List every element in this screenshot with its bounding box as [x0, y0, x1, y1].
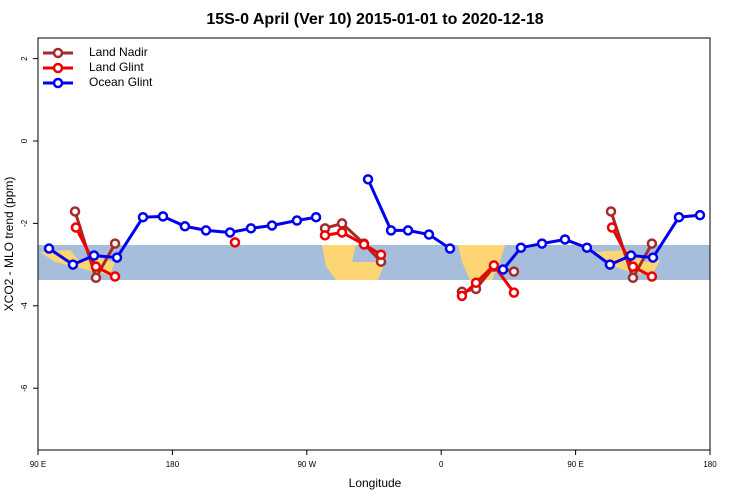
- point: [673, 211, 685, 223]
- point: [137, 211, 149, 223]
- point: [488, 260, 500, 271]
- point: [627, 272, 639, 284]
- y-axis-label: XCO2 - MLO trend (ppm): [2, 177, 16, 312]
- legend-label: Ocean Glint: [89, 75, 153, 89]
- point: [90, 261, 102, 272]
- point: [470, 277, 482, 288]
- plot-frame: [37, 37, 711, 451]
- point: [266, 220, 278, 231]
- point: [319, 230, 331, 241]
- point: [508, 287, 520, 298]
- point: [694, 209, 706, 221]
- point: [604, 259, 616, 270]
- x-tick-label: 180: [166, 460, 180, 469]
- point: [605, 206, 617, 217]
- point: [508, 266, 520, 277]
- point: [67, 259, 79, 270]
- point: [179, 221, 191, 232]
- point: [336, 227, 348, 238]
- point: [157, 211, 169, 222]
- y-tick-label: -2: [20, 219, 29, 227]
- point: [310, 211, 322, 223]
- y-tick-label: -6: [20, 384, 29, 392]
- point: [362, 174, 374, 185]
- point: [581, 242, 593, 253]
- x-tick-label: 90 E: [567, 460, 583, 469]
- point: [69, 206, 81, 217]
- x-tick-label: 90 E: [30, 460, 46, 469]
- point: [358, 239, 370, 250]
- legend-label: Land Nadir: [89, 45, 148, 59]
- point: [444, 243, 456, 254]
- legend-point: [52, 47, 64, 59]
- x-axis-label: Longitude: [349, 476, 402, 490]
- point: [497, 264, 509, 275]
- y-tick-label: -4: [20, 302, 29, 310]
- point: [109, 271, 121, 282]
- point: [646, 238, 658, 249]
- point: [224, 227, 236, 238]
- point: [200, 225, 212, 236]
- legend-point: [52, 62, 64, 74]
- point: [385, 225, 397, 236]
- point: [606, 222, 618, 233]
- x-tick-label: 0: [439, 460, 444, 469]
- point: [111, 252, 123, 263]
- point: [456, 290, 468, 302]
- point: [515, 242, 527, 253]
- legend-point: [52, 77, 64, 89]
- land-australia: [592, 250, 660, 275]
- point: [627, 261, 639, 272]
- point: [536, 238, 548, 249]
- point: [559, 234, 571, 245]
- point: [70, 222, 82, 233]
- point: [336, 218, 348, 229]
- point: [88, 250, 100, 261]
- y-tick-label: 2: [20, 56, 29, 61]
- x-tick-label: 90 W: [297, 460, 316, 469]
- point: [423, 229, 435, 240]
- x-tick-label: 180: [703, 460, 717, 469]
- point: [245, 223, 257, 234]
- point: [109, 238, 121, 249]
- point: [291, 215, 303, 226]
- y-tick-label: 0: [20, 138, 29, 143]
- point: [647, 252, 659, 263]
- land-south-america: [322, 245, 385, 280]
- point: [43, 243, 55, 254]
- point: [646, 271, 658, 282]
- point: [402, 225, 414, 236]
- chart-title: 15S-0 April (Ver 10) 2015-01-01 to 2020-…: [206, 11, 543, 28]
- point: [90, 272, 102, 284]
- legend-label: Land Glint: [89, 60, 144, 74]
- point: [229, 237, 241, 248]
- point: [625, 250, 637, 261]
- point: [375, 249, 387, 260]
